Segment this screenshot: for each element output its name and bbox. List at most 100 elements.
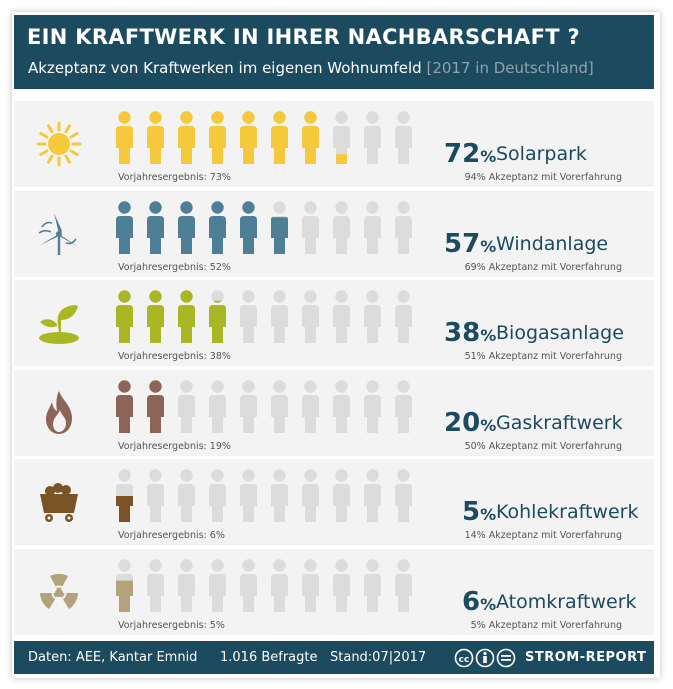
value-number: 72 (444, 139, 481, 169)
person-mark (302, 379, 319, 433)
person-mark (147, 290, 164, 343)
value-label: 72% (444, 139, 496, 169)
previous-year-result: Vorjahresergebnis: 6% (118, 530, 225, 541)
person-mark (240, 200, 257, 254)
value-label: 6% (462, 587, 496, 617)
person-mark (178, 379, 195, 433)
chart-row: 5% Kohlekraftwerk Vorjahresergebnis: 6% 14%… (14, 459, 654, 545)
person-mark (178, 558, 195, 612)
person-mark (147, 379, 164, 433)
coal-cart-icon (34, 477, 84, 527)
previous-year-result: Vorjahresergebnis: 52% (118, 261, 231, 273)
value-unit: % (480, 326, 497, 345)
person-mark (333, 379, 350, 433)
person-pictogram-row (116, 111, 412, 164)
value-label: 5% (462, 497, 496, 527)
value-unit: % (480, 415, 497, 435)
person-mark (271, 200, 288, 254)
flame-icon (34, 388, 84, 438)
chart-row: 38% Biogasanlage Vorjahresergebnis: 38% 51%… (14, 280, 654, 366)
person-mark (302, 290, 319, 343)
footer-source: Daten: AEE, Kantar Emnid (28, 650, 198, 665)
value-number: 57 (444, 228, 481, 259)
person-mark (147, 200, 164, 254)
chart-row: 20% Gaskraftwerk Vorjahresergebnis: 19% 50%… (14, 369, 654, 456)
person-pictogram-row (116, 200, 412, 254)
category-label: Biogasanlage (496, 322, 624, 344)
person-mark (116, 111, 133, 164)
value-number: 20 (444, 407, 481, 438)
category-label: Windanlage (496, 232, 609, 255)
person-mark (178, 469, 195, 522)
person-mark (333, 200, 350, 254)
person-mark (364, 558, 381, 612)
person-pictogram-row (116, 379, 412, 433)
person-mark (209, 111, 226, 164)
value-unit: % (480, 236, 497, 256)
acceptance-with-experience: 50% Akzeptanz mit Vorerfahrung (464, 440, 622, 452)
person-mark (271, 290, 288, 343)
person-mark (302, 200, 319, 254)
wind-turbine-icon (34, 209, 84, 259)
value-number: 38 (444, 318, 481, 348)
person-pictogram-row (116, 469, 412, 522)
person-mark (271, 558, 288, 612)
person-mark (116, 558, 133, 612)
previous-year-result: Vorjahresergebnis: 38% (118, 351, 231, 362)
person-mark (116, 200, 133, 254)
previous-year-result: Vorjahresergebnis: 5% (118, 619, 225, 631)
person-mark (302, 111, 319, 164)
value-label: 38% (444, 318, 496, 348)
person-mark (178, 200, 195, 254)
chart-row: 57% Windanlage Vorjahresergebnis: 52% 69% A… (14, 190, 654, 277)
person-mark (240, 290, 257, 343)
person-mark (271, 379, 288, 433)
person-mark (333, 290, 350, 343)
person-mark (147, 558, 164, 612)
person-mark (147, 469, 164, 522)
previous-year-result: Vorjahresergebnis: 73% (118, 172, 231, 183)
footer-respondents: 1.016 Befragte (220, 650, 318, 665)
subtitle-note: [2017 in Deutschland] (426, 59, 594, 77)
person-mark (240, 469, 257, 522)
person-mark (333, 469, 350, 522)
acceptance-with-experience: 14% Akzeptanz mit Vorerfahrung (464, 530, 622, 541)
footer-brand: STROM-REPORT (525, 650, 647, 665)
person-mark (395, 111, 412, 164)
person-mark (364, 111, 381, 164)
license-icons: cc (454, 648, 516, 668)
person-mark (240, 379, 257, 433)
person-mark (395, 379, 412, 433)
person-mark (302, 469, 319, 522)
value-number: 5 (462, 497, 481, 527)
value-label: 20% (444, 408, 496, 438)
person-mark (240, 558, 257, 612)
sprout-icon (34, 298, 84, 348)
acceptance-with-experience: 51% Akzeptanz mit Vorerfahrung (464, 351, 622, 362)
sun-icon (34, 119, 84, 169)
person-mark (395, 469, 412, 522)
value-unit: % (480, 505, 497, 524)
person-mark (178, 290, 195, 343)
acceptance-with-experience: 94% Akzeptanz mit Vorerfahrung (464, 172, 622, 183)
person-mark (364, 469, 381, 522)
category-label: Kohlekraftwerk (496, 501, 639, 523)
person-mark (364, 200, 381, 254)
acceptance-with-experience: 5% Akzeptanz mit Vorerfahrung (470, 619, 622, 631)
value-label: 57% (444, 229, 496, 259)
person-mark (209, 200, 226, 254)
person-mark (147, 111, 164, 164)
footer: Daten: AEE, Kantar Emnid 1.016 Befragte … (14, 641, 654, 674)
person-mark (116, 290, 133, 343)
person-mark (240, 111, 257, 164)
person-mark (271, 469, 288, 522)
page-title: EIN KRAFTWERK IN IHRER NACHBARSCHAFT ? (27, 25, 580, 49)
subtitle-main: Akzeptanz von Kraftwerken im eigenen Woh… (28, 59, 422, 77)
person-mark (364, 290, 381, 343)
person-mark (271, 111, 288, 164)
chart-row: 6% Atomkraftwerk Vorjahresergebnis: 5% 5% A… (14, 548, 654, 635)
person-mark (209, 469, 226, 522)
person-pictogram-row (116, 558, 412, 612)
category-label: Atomkraftwerk (496, 590, 637, 613)
person-mark (116, 379, 133, 433)
